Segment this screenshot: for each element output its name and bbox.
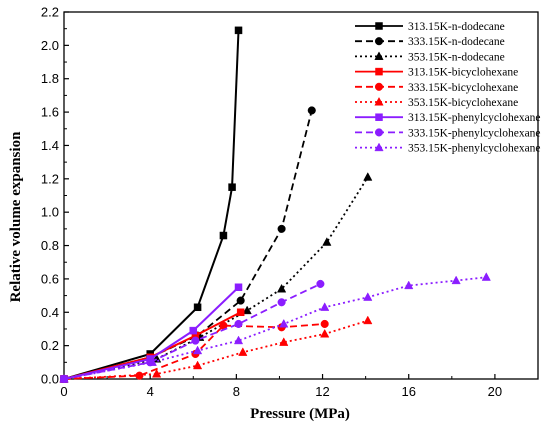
series-line (63, 311, 242, 380)
legend-marker (374, 51, 384, 60)
y-tick-label: 2.0 (41, 38, 59, 53)
x-tick-label: 8 (233, 384, 240, 399)
data-point (233, 335, 244, 345)
series-line (63, 276, 487, 380)
y-axis-title: Relative volume expansion (8, 131, 24, 302)
data-point (234, 283, 243, 291)
x-tick-label: 20 (488, 384, 502, 399)
data-point (363, 172, 373, 181)
y-tick-label: 0.0 (41, 372, 59, 387)
data-point (276, 283, 287, 293)
x-tick-label: 4 (147, 384, 154, 399)
data-point (236, 308, 245, 317)
data-point (279, 337, 289, 346)
data-point (242, 305, 252, 315)
legend-item: 313.15K-n-dodecane (355, 21, 505, 33)
data-point (451, 275, 461, 285)
data-point (279, 318, 289, 328)
data-point (236, 296, 245, 305)
legend-marker (374, 128, 384, 137)
y-tick-label: 0.2 (41, 338, 59, 353)
series-353.15K-bicyclohexane (59, 315, 373, 383)
legend-marker (375, 113, 383, 121)
legend-label: 353.15K-n-dodecane (408, 51, 505, 63)
legend-item: 353.15K-n-dodecane (355, 51, 505, 63)
data-point (228, 183, 236, 191)
data-point (363, 292, 373, 301)
y-tick-label: 1.6 (41, 105, 59, 120)
y-tick-label: 1.2 (41, 171, 59, 186)
y-tick-label: 0.6 (41, 271, 59, 286)
legend-item: 353.15K-bicyclohexane (355, 96, 518, 109)
data-point (59, 373, 69, 383)
legend-label: 353.15K-phenylcyclohexane (408, 143, 541, 155)
data-point (189, 326, 198, 335)
x-tick-label: 16 (401, 384, 415, 399)
y-tick-label: 0.8 (41, 238, 59, 253)
data-point (322, 237, 332, 246)
series-line (63, 286, 240, 380)
legend-marker (374, 37, 384, 46)
legend-label: 333.15K-n-dodecane (408, 36, 505, 48)
series-line (63, 110, 313, 380)
legend-label: 313.15K-bicyclohexane (408, 67, 518, 79)
legend-label: 313.15K-n-dodecane (408, 21, 505, 33)
series-line (63, 323, 325, 380)
data-point (404, 280, 414, 290)
data-point (147, 357, 157, 366)
data-point (316, 279, 325, 288)
data-point (193, 303, 202, 312)
legend: 313.15K-n-dodecane 333.15K-n-dodecane 353.… (355, 21, 541, 155)
series-353.15K-phenylcyclohexane (59, 272, 491, 383)
legend-marker (374, 96, 384, 106)
data-point (152, 368, 162, 378)
legend-item: 333.15K-n-dodecane (355, 36, 505, 48)
series-333.15K-n-dodecane (59, 106, 316, 384)
data-point (234, 319, 243, 329)
data-point (320, 302, 330, 311)
data-point (320, 328, 330, 338)
y-tick-label: 1.8 (41, 71, 59, 86)
data-point (307, 106, 316, 115)
data-point (320, 319, 329, 329)
series-353.15K-n-dodecane (59, 172, 373, 383)
data-point (192, 360, 203, 370)
legend-item: 313.15K-bicyclohexane (355, 67, 518, 79)
x-tick-label: 12 (315, 384, 329, 399)
y-tick-label: 1.4 (41, 138, 59, 153)
y-tick-label: 2.2 (41, 5, 59, 20)
legend-marker (375, 67, 383, 76)
legend-marker (375, 22, 383, 30)
legend-item: 333.15K-phenylcyclohexane (355, 127, 541, 139)
data-point (234, 26, 243, 35)
data-point (219, 231, 228, 240)
legend-item: 353.15K-phenylcyclohexane (355, 142, 541, 155)
y-tick-label: 1.0 (41, 205, 59, 220)
data-point (238, 347, 248, 356)
x-axis-title: Pressure (MPa) (250, 406, 350, 422)
data-point (363, 315, 373, 325)
legend-marker (374, 82, 384, 91)
legend-label: 313.15K-phenylcyclohexane (408, 112, 541, 124)
data-point (277, 298, 286, 307)
legend-item: 313.15K-phenylcyclohexane (355, 112, 541, 124)
series-line (63, 30, 240, 380)
x-tick-label: 0 (60, 384, 67, 399)
legend-label: 333.15K-bicyclohexane (408, 82, 518, 94)
legend-label: 333.15K-phenylcyclohexane (408, 127, 541, 139)
data-point (192, 345, 203, 355)
series-line (63, 176, 369, 380)
legend-marker (374, 142, 384, 152)
data-point (481, 272, 491, 281)
data-point (277, 224, 286, 233)
legend-item: 333.15K-bicyclohexane (355, 82, 518, 94)
legend-label: 353.15K-bicyclohexane (408, 97, 518, 109)
data-point (191, 336, 200, 345)
y-tick-label: 0.4 (41, 305, 59, 320)
